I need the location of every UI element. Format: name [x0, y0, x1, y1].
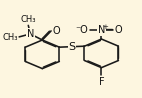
Text: F: F — [99, 77, 104, 87]
Text: O: O — [53, 26, 60, 36]
Text: +: + — [102, 24, 108, 30]
Text: O: O — [114, 25, 122, 35]
Text: N: N — [27, 29, 34, 39]
Text: N: N — [98, 25, 105, 35]
Text: CH₃: CH₃ — [2, 33, 18, 42]
Text: ⁻O: ⁻O — [75, 25, 88, 35]
Text: CH₃: CH₃ — [21, 15, 36, 24]
Text: S: S — [68, 42, 75, 52]
